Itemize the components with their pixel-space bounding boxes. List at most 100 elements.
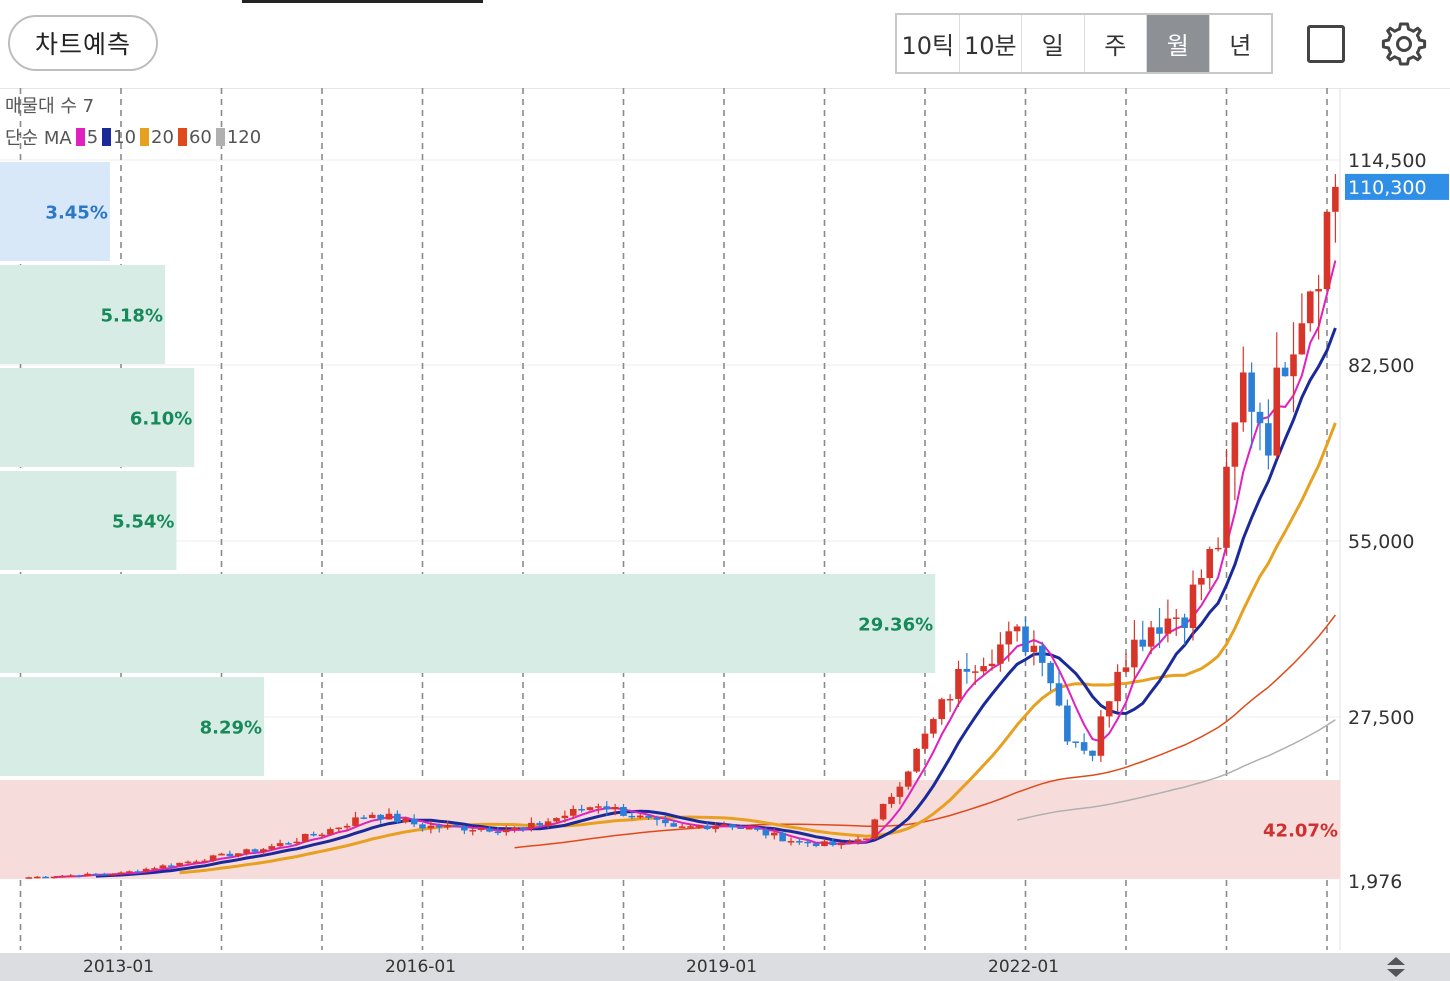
candle-body: [645, 815, 652, 818]
candle-body: [863, 838, 870, 840]
volume-profile-label: 3.45%: [45, 203, 107, 224]
candle-body: [854, 839, 862, 842]
candle-body: [33, 876, 41, 879]
candle-body: [301, 833, 309, 842]
candle-body: [737, 827, 745, 830]
ma-legend-prefix: 단순 MA: [5, 128, 72, 149]
candle-body: [511, 827, 518, 830]
candle-body: [1064, 705, 1071, 742]
candle-body: [1131, 639, 1138, 668]
candle-body: [1038, 645, 1046, 663]
candle-body: [84, 873, 91, 876]
candle-body: [1214, 547, 1222, 550]
square-icon[interactable]: [1307, 25, 1345, 63]
candle-body: [394, 813, 401, 823]
y-tick-label: 82,500: [1348, 355, 1414, 377]
x-tick-label: 2019-01: [686, 957, 758, 977]
candle-body: [1005, 631, 1013, 645]
candle-body: [310, 833, 317, 836]
candle-body: [561, 815, 569, 819]
candle-body: [402, 818, 410, 823]
volume-profile-label: 8.29%: [200, 718, 262, 739]
ma60-swatch: [177, 128, 187, 146]
candle-body: [578, 809, 585, 811]
candle-body: [879, 803, 887, 820]
candle-body: [385, 813, 393, 820]
volume-profile-label: 매물대 수 7: [5, 96, 95, 117]
y-tick-label: 27,500: [1348, 707, 1414, 729]
candle-body: [1030, 645, 1038, 652]
candle-body: [1022, 626, 1029, 652]
ma60-label: 60: [188, 126, 212, 148]
candle-body: [670, 823, 678, 827]
candle-body: [201, 860, 209, 863]
candle-body: [1248, 372, 1255, 412]
x-axis-bar: [0, 953, 1450, 981]
candle-body: [1332, 186, 1339, 212]
price-chart[interactable]: 3.45% 5.18% 6.10% 5.54% 29.36% 8.29% 42.07% 114…: [0, 88, 1450, 953]
period-day-button[interactable]: 일: [1022, 15, 1085, 72]
candle-body: [193, 861, 200, 864]
candle-body: [687, 826, 694, 828]
candle-body: [1181, 617, 1188, 629]
candle-body: [729, 824, 736, 828]
candle-body: [787, 841, 795, 843]
period-month-button[interactable]: 월: [1147, 15, 1210, 72]
volume-profile-label: 42.07%: [1263, 821, 1338, 842]
period-10tick-button[interactable]: 10틱: [897, 15, 960, 72]
sort-arrows-icon[interactable]: [1384, 955, 1408, 979]
candle-body: [67, 875, 75, 877]
gear-icon[interactable]: [1380, 20, 1428, 68]
candle-body: [1156, 627, 1163, 634]
candle-body: [209, 855, 217, 861]
candle-body: [678, 826, 686, 828]
candle-body: [988, 663, 996, 667]
chart-predict-button[interactable]: 차트예측: [8, 15, 158, 71]
candle-body: [151, 868, 158, 870]
candle-body: [343, 825, 351, 828]
candle-body: [1105, 701, 1113, 717]
candle-body: [779, 832, 786, 842]
candle-body: [184, 861, 192, 864]
candle-body: [528, 822, 535, 829]
period-10min-button[interactable]: 10분: [960, 15, 1022, 72]
candle-body: [1239, 372, 1247, 423]
volume-profile-label: 5.54%: [112, 512, 174, 533]
ma5-swatch: [75, 128, 85, 146]
candle-body: [1298, 323, 1306, 355]
volume-profile-bar: [0, 471, 177, 570]
candle-body: [1223, 466, 1230, 548]
candle-body: [1114, 671, 1121, 702]
candle-body: [888, 796, 895, 804]
candle-body: [837, 843, 845, 846]
candle-body: [821, 841, 828, 847]
ma20-label: 20: [151, 126, 174, 148]
candle-body: [829, 841, 837, 846]
ma10-label: 10: [113, 126, 137, 148]
x-tick-label: 2013-01: [83, 957, 155, 977]
candle-body: [176, 862, 183, 866]
candle-body: [50, 876, 58, 879]
period-year-button[interactable]: 년: [1229, 32, 1252, 60]
current-price-badge: [1345, 173, 1449, 200]
volume-profile-label: 6.10%: [130, 409, 192, 430]
candle-body: [720, 824, 728, 826]
candle-body: [1256, 411, 1264, 424]
candle-body: [1198, 578, 1205, 585]
candle-body: [1055, 683, 1063, 706]
candle-body: [695, 825, 703, 828]
ma5-label: 5: [86, 126, 99, 148]
candle-body: [846, 841, 853, 844]
top-toolbar: 차트예측 10틱 10분 일 주 월 년: [0, 0, 1450, 89]
candle-body: [1189, 584, 1197, 629]
candle-body: [938, 699, 946, 720]
candle-body: [1323, 211, 1331, 290]
x-tick-label: 2016-01: [385, 957, 457, 977]
candle-body: [218, 853, 225, 856]
candle-body: [285, 843, 292, 845]
candle-body: [1306, 291, 1314, 324]
period-week-button[interactable]: 주: [1085, 15, 1147, 72]
candle-body: [754, 828, 761, 830]
candle-body: [904, 771, 912, 787]
candle-body: [268, 846, 276, 850]
